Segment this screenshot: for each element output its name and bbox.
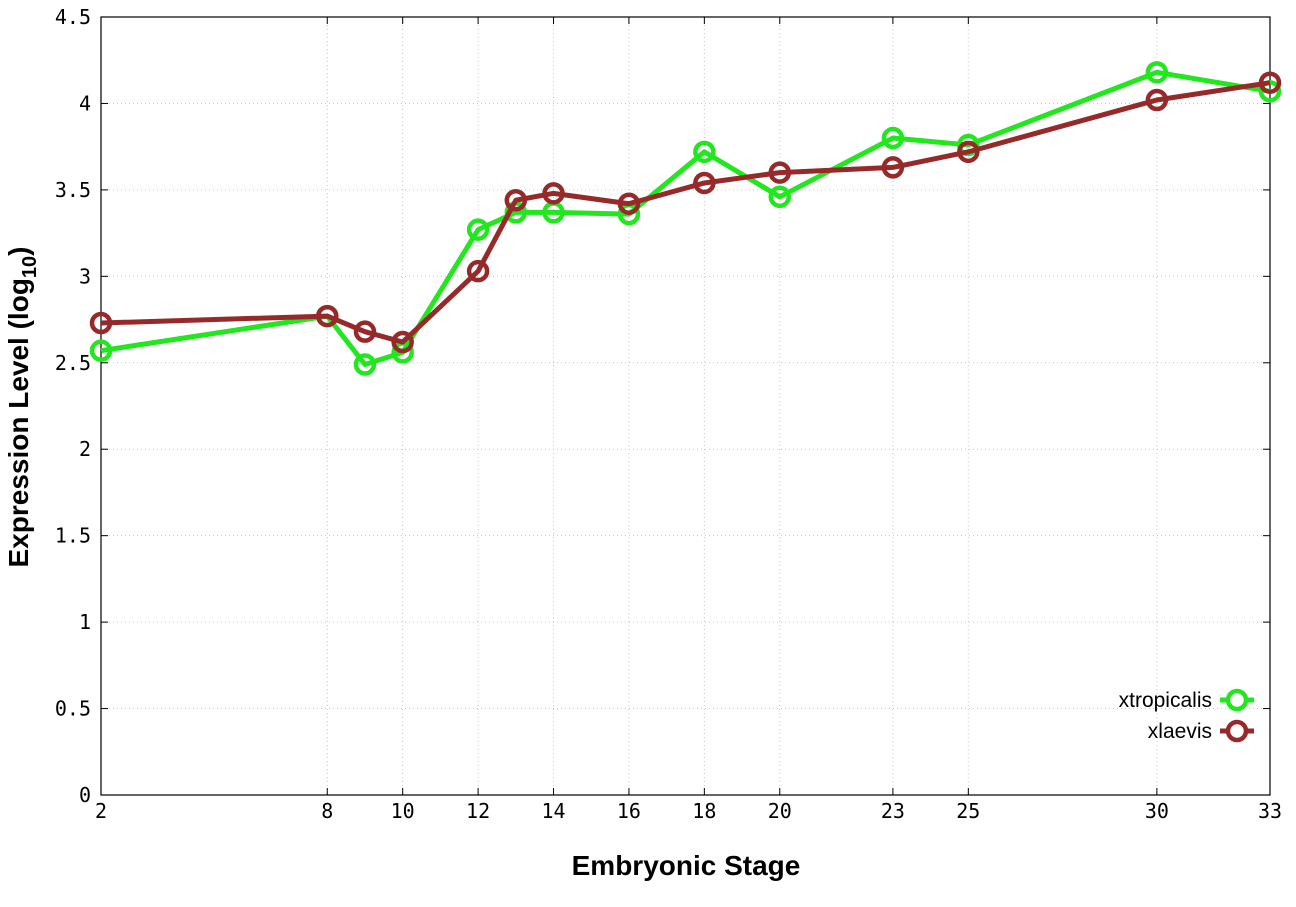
x-tick-label: 30 xyxy=(1145,799,1169,823)
series-line-xtropicalis xyxy=(100,69,1271,368)
data-point-xtropicalis xyxy=(693,140,716,164)
y-tick-label: 3 xyxy=(79,264,91,288)
axis-ticks: 2 8 10 12 14 16 18 20 23 25 30 33 0 0.5 1 1.5 2 2.5 3 3.5 4 4… xyxy=(55,5,1282,823)
data-point-xlaevis xyxy=(1258,71,1282,94)
x-tick-label: 18 xyxy=(692,799,716,823)
data-point-xlaevis xyxy=(316,304,339,328)
legend-label-xtropicalis: xtropicalis xyxy=(1119,689,1212,712)
y-tick-label: 0.5 xyxy=(55,697,91,721)
data-point-xlaevis xyxy=(693,171,716,195)
x-axis-title: Embryonic Stage xyxy=(572,850,801,881)
legend-marker-xtropicalis xyxy=(1225,688,1249,712)
x-tick-label: 16 xyxy=(617,799,641,823)
data-point-xlaevis xyxy=(353,320,377,343)
y-tick-label: 0 xyxy=(79,783,91,807)
x-tick-label: 33 xyxy=(1258,799,1282,823)
data-point-xlaevis xyxy=(466,259,490,283)
data-point-xlaevis xyxy=(617,192,641,215)
y-tick-label: 4 xyxy=(79,91,91,115)
y-tick-label: 3.5 xyxy=(55,178,91,202)
series-xlaevis xyxy=(89,71,1282,354)
data-point-xlaevis xyxy=(504,189,528,212)
y-axis-title-subscript: 10 xyxy=(19,256,41,278)
x-tick-label: 10 xyxy=(391,799,415,823)
data-point-xlaevis xyxy=(1145,88,1169,112)
y-tick-label: 1 xyxy=(79,610,91,634)
data-point-xlaevis xyxy=(89,311,113,335)
data-point-xtropicalis xyxy=(466,218,490,241)
x-tick-label: 2 xyxy=(95,799,107,823)
data-point-xlaevis xyxy=(542,182,565,205)
y-axis-title-close: ) xyxy=(3,247,34,256)
legend-marker-xlaevis xyxy=(1225,719,1249,743)
x-tick-label: 14 xyxy=(541,799,565,823)
data-point-xlaevis xyxy=(391,330,414,354)
data-point-xtropicalis xyxy=(1145,61,1169,84)
y-tick-label: 4.5 xyxy=(55,5,91,29)
y-axis-title-main: Expression Level (log xyxy=(3,278,34,567)
data-point-xtropicalis xyxy=(353,353,377,376)
legend: xtropicalis xlaevis xyxy=(1119,688,1254,743)
x-tick-label: 20 xyxy=(768,799,792,823)
y-tick-label: 2.5 xyxy=(55,351,91,375)
x-tick-label: 8 xyxy=(321,799,333,823)
x-tick-label: 23 xyxy=(881,799,905,823)
data-point-xtropicalis xyxy=(768,185,792,209)
x-tick-label: 25 xyxy=(956,799,980,823)
y-tick-label: 2 xyxy=(79,437,91,461)
data-point-xtropicalis xyxy=(89,339,113,362)
grid-lines xyxy=(101,17,1270,795)
data-point-xlaevis xyxy=(957,140,980,164)
legend-label-xlaevis: xlaevis xyxy=(1148,720,1212,743)
y-tick-label: 1.5 xyxy=(55,524,91,548)
series-xtropicalis xyxy=(89,61,1282,376)
data-point-xlaevis xyxy=(881,156,905,179)
x-tick-label: 12 xyxy=(466,799,490,823)
data-point-xtropicalis xyxy=(1258,80,1282,103)
data-point-xtropicalis xyxy=(881,126,905,150)
series-layer xyxy=(89,61,1282,376)
y-axis-title: Expression Level (log10) xyxy=(3,247,41,568)
data-point-xlaevis xyxy=(768,161,792,184)
plot-frame xyxy=(100,16,1271,796)
series-line-xlaevis xyxy=(100,80,1271,345)
